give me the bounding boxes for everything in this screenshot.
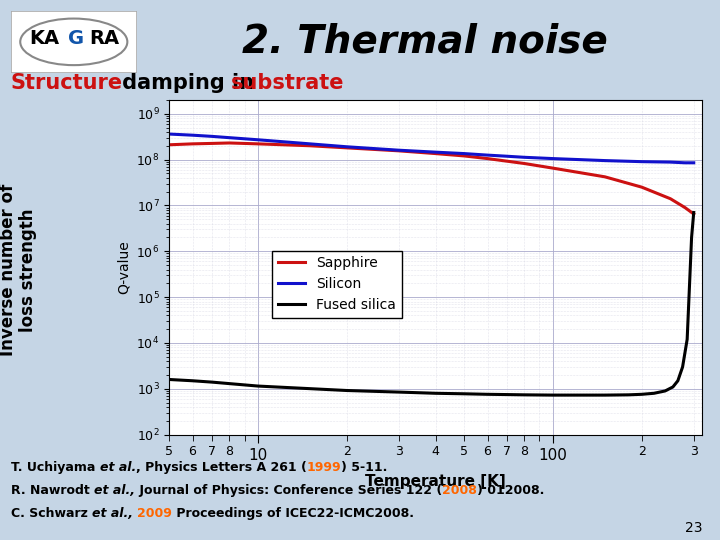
Text: , Physics Letters A 261 (: , Physics Letters A 261 ( (136, 461, 307, 475)
Text: G: G (68, 29, 84, 48)
Text: et al.,: et al., (94, 484, 135, 497)
Text: 2009: 2009 (138, 507, 172, 520)
Text: R. Nawrodt: R. Nawrodt (11, 484, 94, 497)
Text: et al.,: et al., (92, 507, 133, 520)
Text: Journal of Physics: Conference Series 122 (: Journal of Physics: Conference Series 12… (135, 484, 442, 497)
Text: 2008: 2008 (442, 484, 477, 497)
Text: RA: RA (89, 29, 119, 48)
Text: et al.: et al. (99, 461, 136, 475)
Legend: Sapphire, Silicon, Fused silica: Sapphire, Silicon, Fused silica (272, 251, 402, 318)
Text: 23: 23 (685, 521, 702, 535)
Text: 2. Thermal noise: 2. Thermal noise (242, 23, 608, 61)
X-axis label: Temperature [K]: Temperature [K] (365, 474, 506, 489)
Text: KA: KA (30, 29, 60, 48)
Text: damping in: damping in (115, 73, 261, 93)
Text: T. Uchiyama: T. Uchiyama (11, 461, 99, 475)
Text: ) 012008.: ) 012008. (477, 484, 544, 497)
Y-axis label: Q-value: Q-value (117, 240, 131, 294)
Text: Proceedings of ICEC22-ICMC2008.: Proceedings of ICEC22-ICMC2008. (172, 507, 414, 520)
Text: C. Schwarz: C. Schwarz (11, 507, 92, 520)
Text: 1999: 1999 (307, 461, 341, 475)
Text: substrate: substrate (230, 73, 344, 93)
Text: Structure: Structure (11, 73, 123, 93)
Text: Inverse number of
loss strength: Inverse number of loss strength (0, 184, 37, 356)
Text: ) 5-11.: ) 5-11. (341, 461, 387, 475)
